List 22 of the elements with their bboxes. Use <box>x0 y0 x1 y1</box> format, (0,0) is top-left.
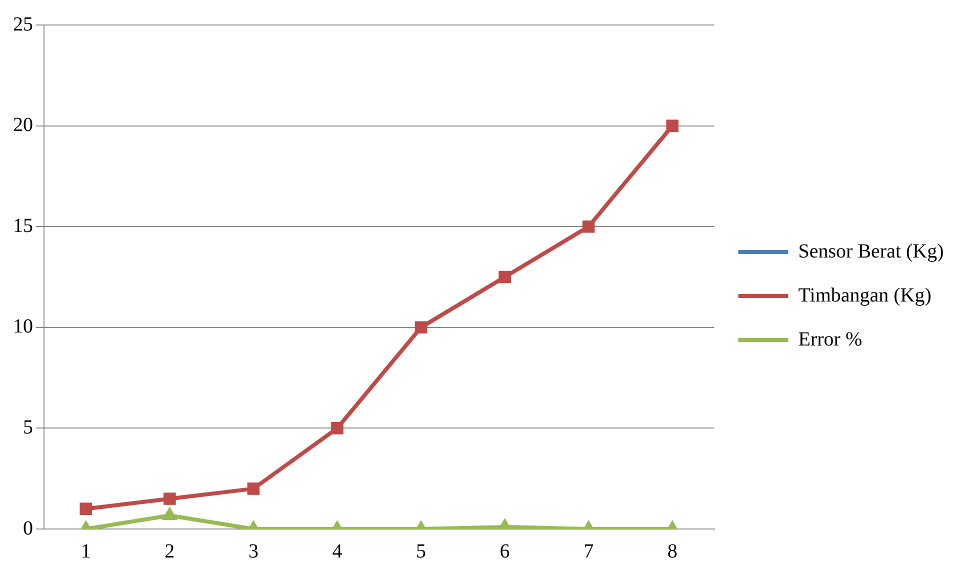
point <box>414 321 428 334</box>
x-tick-label: 7 <box>584 540 594 562</box>
point <box>162 506 178 520</box>
y-tick-label: 20 <box>13 114 33 136</box>
y-tick-label: 5 <box>23 416 33 438</box>
x-tick-label: 5 <box>416 540 426 562</box>
x-tick-label: 4 <box>332 540 342 562</box>
point <box>498 270 511 284</box>
point <box>666 120 679 132</box>
y-tick-label: 15 <box>13 214 33 237</box>
point <box>582 220 595 233</box>
legend-label: Sensor Berat (Kg) <box>798 240 944 262</box>
y-tick-label: 10 <box>13 316 33 338</box>
x-tick-label: 1 <box>80 540 91 562</box>
legend-label: Error % <box>798 328 862 350</box>
y-tick-label: 25 <box>13 13 33 36</box>
x-tick-label: 8 <box>667 540 678 562</box>
x-tick-label: 3 <box>248 540 258 562</box>
y-tick-label: 0 <box>23 517 33 540</box>
x-tick-label: 2 <box>164 540 175 562</box>
x-tick-label: 6 <box>500 540 510 562</box>
legend-label: Timbangan (Kg) <box>798 284 932 306</box>
